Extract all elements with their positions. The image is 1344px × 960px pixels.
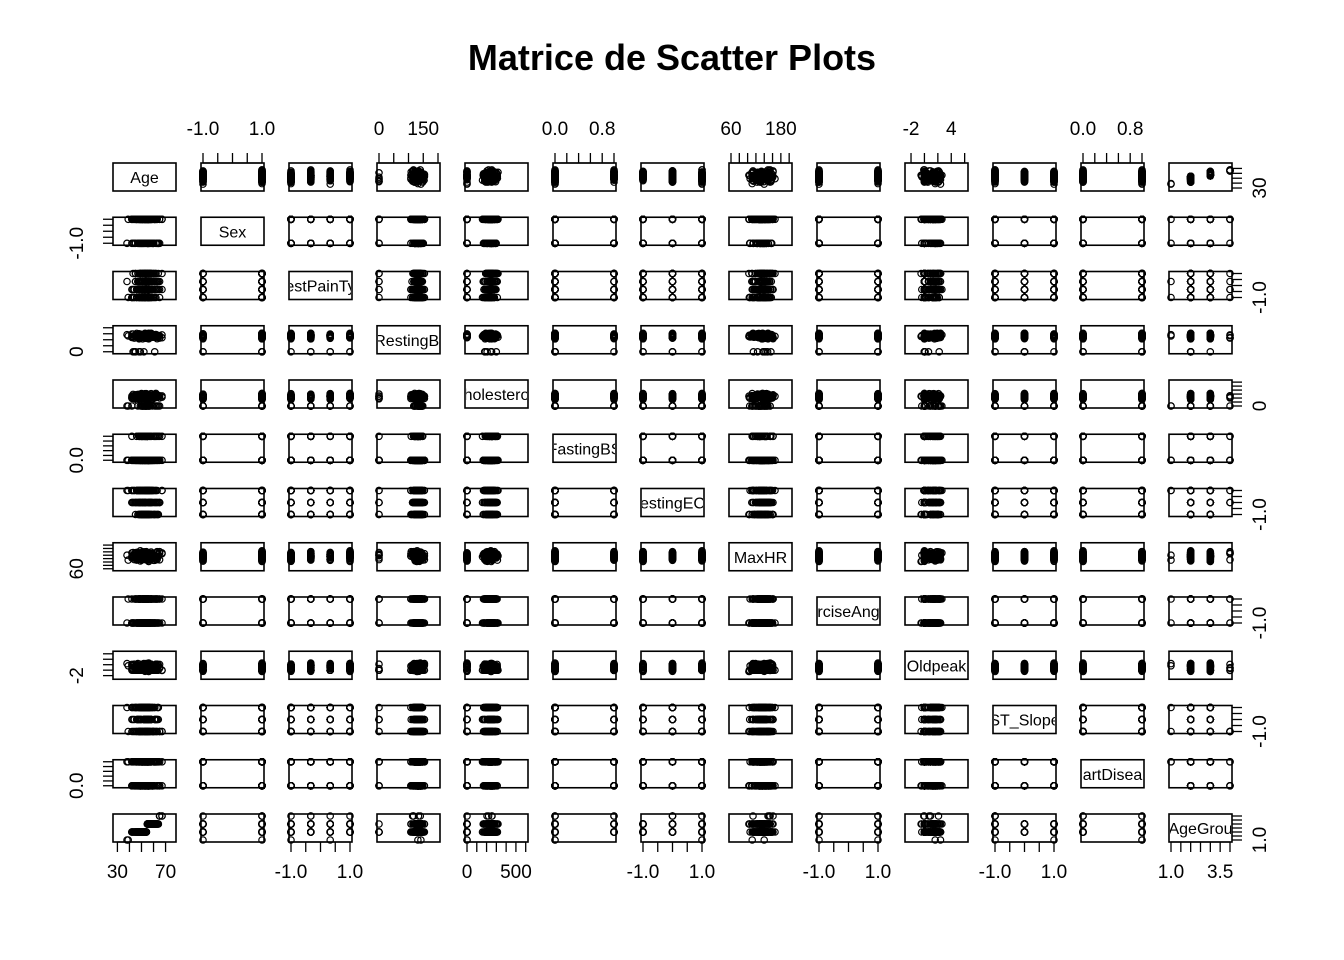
panel-points bbox=[918, 167, 945, 188]
panel-points bbox=[200, 167, 265, 188]
diagonal-label: Age bbox=[130, 170, 159, 187]
panel-Age-vs-RestingECG bbox=[640, 163, 705, 191]
panel-frame bbox=[289, 163, 352, 191]
panel-frame bbox=[553, 163, 616, 191]
panel-points bbox=[816, 167, 881, 188]
panel-Age-vs-Age: Age bbox=[113, 163, 176, 191]
panel-Age-vs-Oldpeak bbox=[905, 163, 968, 191]
panel-Age-vs-MaxHR bbox=[729, 163, 792, 191]
chart-title: Matrice de Scatter Plots bbox=[468, 37, 876, 78]
panel-points bbox=[552, 167, 617, 188]
panel-points bbox=[640, 167, 705, 188]
panel-Age-vs-ExerciseAngina bbox=[816, 163, 881, 191]
panel-points bbox=[376, 167, 428, 188]
panel-grid: AgeSexestPainTyRestingBlholesteroFasting… bbox=[113, 163, 1233, 843]
panel-Age-vs-Sex bbox=[200, 163, 265, 191]
panel-frame bbox=[817, 163, 880, 191]
panel-Age-vs-Cholesterol bbox=[464, 163, 528, 191]
panel-points bbox=[746, 167, 779, 188]
panel-Age-vs-ChestPainType bbox=[288, 163, 353, 191]
panel-points bbox=[464, 167, 501, 188]
panel-Age-vs-FastingBS bbox=[552, 163, 617, 191]
panel-Age-vs-RestingBP bbox=[376, 163, 440, 191]
panel-frame bbox=[201, 163, 264, 191]
panel-points bbox=[288, 167, 353, 188]
